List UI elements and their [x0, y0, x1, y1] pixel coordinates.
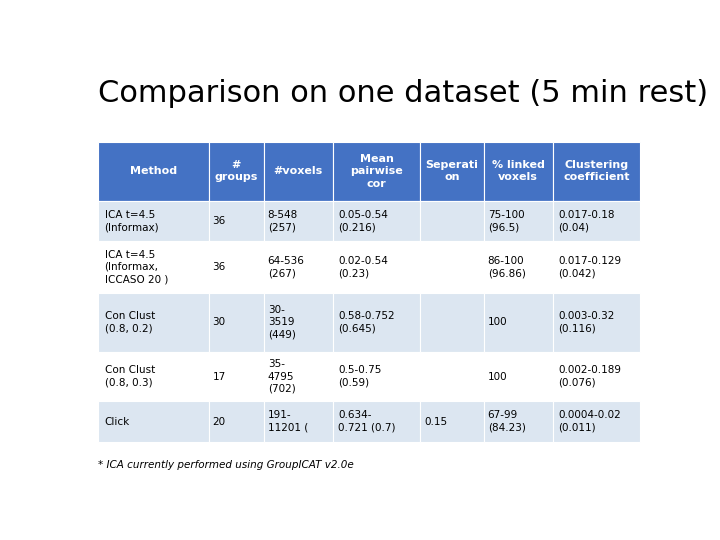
Text: Con Clust
(0.8, 0.3): Con Clust (0.8, 0.3) — [104, 366, 155, 388]
Bar — [420, 352, 484, 401]
Bar — [210, 201, 264, 241]
Bar — [420, 201, 484, 241]
Bar — [264, 401, 333, 442]
Bar — [553, 352, 640, 401]
Bar — [264, 201, 333, 241]
Text: 0.15: 0.15 — [424, 417, 447, 427]
Bar — [210, 141, 264, 201]
Bar — [333, 201, 420, 241]
Bar — [553, 401, 640, 442]
Bar — [484, 201, 553, 241]
Bar — [264, 293, 333, 352]
Text: 100: 100 — [487, 372, 508, 382]
Bar — [264, 141, 333, 201]
Text: 0.634-
0.721 (0.7): 0.634- 0.721 (0.7) — [338, 410, 395, 433]
Text: 35-
4795
(702): 35- 4795 (702) — [268, 359, 295, 394]
Text: 0.017-0.18
(0.04): 0.017-0.18 (0.04) — [558, 210, 615, 232]
Bar — [553, 241, 640, 293]
Bar — [210, 401, 264, 442]
Text: 0.58-0.752
(0.645): 0.58-0.752 (0.645) — [338, 311, 395, 333]
Bar — [333, 141, 420, 201]
Bar — [484, 141, 553, 201]
Bar — [553, 201, 640, 241]
Text: 67-99
(84.23): 67-99 (84.23) — [487, 410, 526, 433]
Text: 36: 36 — [212, 216, 226, 226]
Bar — [420, 241, 484, 293]
Bar — [484, 401, 553, 442]
Text: 0.05-0.54
(0.216): 0.05-0.54 (0.216) — [338, 210, 388, 232]
Text: 0.5-0.75
(0.59): 0.5-0.75 (0.59) — [338, 366, 382, 388]
Text: 36: 36 — [212, 262, 226, 272]
Bar — [98, 241, 210, 293]
Bar — [333, 352, 420, 401]
Text: 0.02-0.54
(0.23): 0.02-0.54 (0.23) — [338, 256, 388, 278]
Bar — [484, 241, 553, 293]
Bar — [210, 293, 264, 352]
Text: 191-
11201 (: 191- 11201 ( — [268, 410, 308, 433]
Text: Con Clust
(0.8, 0.2): Con Clust (0.8, 0.2) — [104, 311, 155, 333]
Text: 30: 30 — [212, 317, 225, 327]
Text: ICA t=4.5
(Informax): ICA t=4.5 (Informax) — [104, 210, 159, 232]
Bar — [484, 352, 553, 401]
Text: Comparison on one dataset (5 min rest): Comparison on one dataset (5 min rest) — [99, 79, 708, 109]
Text: * ICA currently performed using GroupICAT v2.0e: * ICA currently performed using GroupICA… — [99, 460, 354, 470]
Bar — [98, 401, 210, 442]
Text: ICA t=4.5
(Informax,
ICCASO 20 ): ICA t=4.5 (Informax, ICCASO 20 ) — [104, 249, 168, 285]
Text: Clustering
coefficient: Clustering coefficient — [563, 160, 630, 183]
Bar — [210, 241, 264, 293]
Text: Seperati
on: Seperati on — [426, 160, 478, 183]
Text: 86-100
(96.86): 86-100 (96.86) — [487, 256, 526, 278]
Text: 75-100
(96.5): 75-100 (96.5) — [487, 210, 524, 232]
Text: 0.017-0.129
(0.042): 0.017-0.129 (0.042) — [558, 256, 621, 278]
Text: #voxels: #voxels — [274, 166, 323, 176]
Bar — [553, 141, 640, 201]
Text: 64-536
(267): 64-536 (267) — [268, 256, 305, 278]
Text: 0.0004-0.02
(0.011): 0.0004-0.02 (0.011) — [558, 410, 621, 433]
Bar — [420, 401, 484, 442]
Text: 20: 20 — [212, 417, 225, 427]
Text: 17: 17 — [212, 372, 226, 382]
Bar — [333, 401, 420, 442]
Bar — [98, 141, 210, 201]
Text: #
groups: # groups — [215, 160, 258, 183]
Bar — [264, 241, 333, 293]
Bar — [333, 293, 420, 352]
Bar — [210, 352, 264, 401]
Bar — [484, 293, 553, 352]
Text: Click: Click — [104, 417, 130, 427]
Text: 100: 100 — [487, 317, 508, 327]
Text: 8-548
(257): 8-548 (257) — [268, 210, 298, 232]
Bar — [420, 293, 484, 352]
Bar — [98, 293, 210, 352]
Bar — [264, 352, 333, 401]
Bar — [98, 201, 210, 241]
Text: Mean
pairwise
cor: Mean pairwise cor — [350, 154, 403, 188]
Text: 30-
3519
(449): 30- 3519 (449) — [268, 305, 296, 340]
Bar — [553, 293, 640, 352]
Text: Method: Method — [130, 166, 177, 176]
Bar — [420, 141, 484, 201]
Bar — [98, 352, 210, 401]
Text: % linked
voxels: % linked voxels — [492, 160, 544, 183]
Text: 0.002-0.189
(0.076): 0.002-0.189 (0.076) — [558, 366, 621, 388]
Bar — [333, 241, 420, 293]
Text: 0.003-0.32
(0.116): 0.003-0.32 (0.116) — [558, 311, 614, 333]
